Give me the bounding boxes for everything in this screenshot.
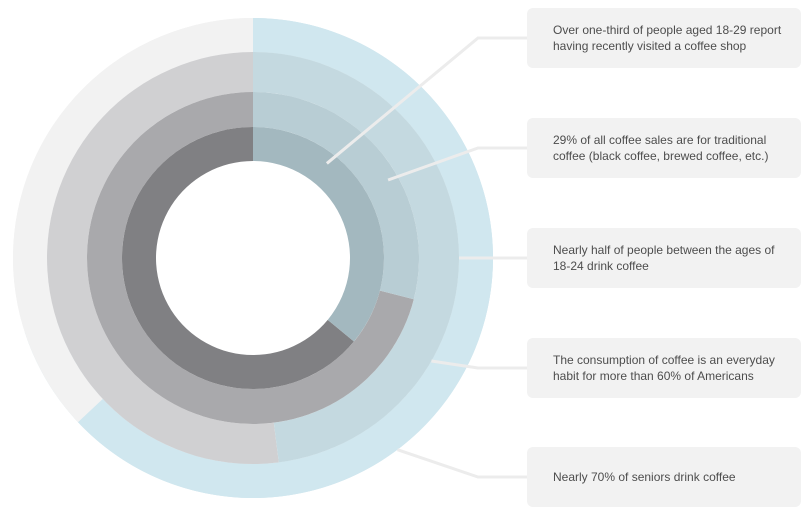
callout-5-text: Nearly 70% of seniors drink coffee (553, 470, 736, 484)
callout-4-text: The consumption of coffee is an everyday… (553, 353, 775, 383)
callout-4: The consumption of coffee is an everyday… (527, 338, 801, 398)
callout-3: Nearly half of people between the ages o… (527, 228, 801, 288)
ring-4-bar (78, 18, 493, 498)
callout-3-text: Nearly half of people between the ages o… (553, 243, 775, 273)
ring-4-track (13, 18, 253, 423)
callout-2-text: 29% of all coffee sales are for traditio… (553, 133, 769, 163)
leader-line-4 (431, 359, 527, 370)
ring-3-bar (253, 52, 460, 463)
ring-2-bar (253, 92, 419, 300)
ring-1-bar (253, 127, 384, 342)
leader-line-1 (325, 36, 527, 165)
ring-3-track (47, 51, 279, 464)
callout-5: Nearly 70% of seniors drink coffee (527, 447, 801, 507)
callout-2: 29% of all coffee sales are for traditio… (527, 118, 801, 178)
callout-1: Over one-third of people aged 18-29 repo… (527, 8, 801, 68)
callout-1-text: Over one-third of people aged 18-29 repo… (553, 23, 782, 53)
leader-line-2 (387, 146, 527, 182)
ring-1-track (121, 127, 354, 389)
leader-line-5 (396, 448, 527, 479)
